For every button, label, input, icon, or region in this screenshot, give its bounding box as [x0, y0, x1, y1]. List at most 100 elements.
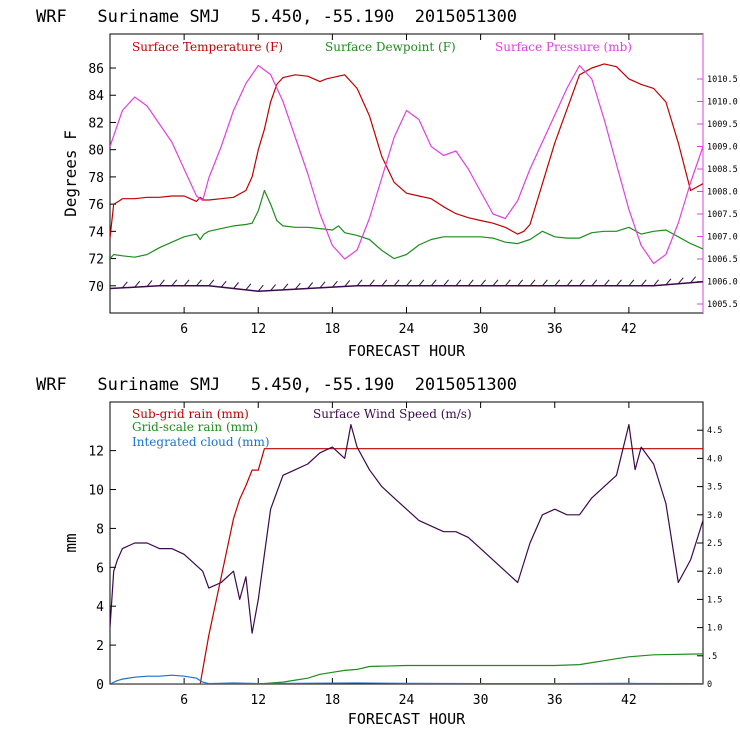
y2-tick-label: 1010.0 — [707, 98, 738, 108]
x-tick-label: 24 — [399, 322, 415, 337]
y2-tick-label: 1007.0 — [707, 233, 738, 243]
x-tick-label: 24 — [399, 693, 415, 708]
legend-entry: Surface Pressure (mb) — [495, 40, 632, 54]
legend-entry: Sub-grid rain (mm) — [132, 407, 249, 421]
wind-barb — [591, 279, 598, 287]
wind-barb — [467, 279, 474, 287]
y-tick-label: 76 — [88, 198, 104, 213]
x-tick-label: 12 — [250, 693, 266, 708]
y2-tick-label: 0 — [707, 680, 712, 690]
y2-tick-label: 3.0 — [707, 511, 722, 521]
y2-tick-label: .5 — [707, 652, 717, 662]
y-tick-label: 78 — [88, 171, 104, 186]
series-line-surface-wind-speed-m-s — [110, 424, 703, 634]
wind-barb — [344, 280, 351, 287]
wind-barb — [294, 282, 301, 290]
panel-title: WRF Suriname SMJ 5.450, -55.190 20150513… — [36, 375, 517, 395]
y-tick-label: 74 — [88, 225, 104, 240]
wind-barb — [134, 280, 141, 288]
x-tick-label: 36 — [547, 322, 563, 337]
wind-barb — [603, 279, 610, 287]
y2-tick-label: 2.0 — [707, 567, 722, 577]
y2-tick-label: 4.5 — [707, 426, 722, 436]
y2-tick-label: 4.0 — [707, 454, 722, 464]
y2-tick-label: 1007.5 — [707, 210, 738, 220]
y2-tick-label: 2.5 — [707, 539, 722, 549]
wind-barb — [690, 276, 697, 284]
wind-barb — [418, 279, 425, 287]
wind-barb — [492, 279, 499, 287]
wind-barb — [146, 280, 153, 287]
y-tick-label: 84 — [88, 89, 104, 104]
wind-barb — [616, 279, 622, 287]
y-tick-label: 6 — [96, 561, 104, 576]
wind-barb — [677, 277, 684, 285]
wind-barb — [579, 279, 585, 287]
y-tick-label: 10 — [88, 484, 104, 499]
legend-entry: Surface Dewpoint (F) — [325, 40, 456, 54]
wind-barb — [393, 279, 400, 287]
x-axis-label: FORECAST HOUR — [348, 710, 466, 728]
wind-barb — [307, 282, 314, 289]
wind-barb — [331, 280, 338, 288]
series-line-surface-pressure-mb — [110, 64, 703, 265]
y2-tick-label: 3.5 — [707, 483, 722, 493]
y-tick-label: 0 — [96, 678, 104, 693]
x-axis-label: FORECAST HOUR — [348, 342, 466, 360]
series-line-surface-dewpoint-f — [110, 189, 703, 260]
x-tick-label: 42 — [621, 322, 637, 337]
y-tick-label: 86 — [88, 62, 104, 77]
wind-barb — [529, 279, 536, 287]
wind-barb — [566, 279, 573, 287]
wind-barb — [480, 279, 487, 287]
legend-entry: Surface Temperature (F) — [132, 40, 283, 54]
y-tick-label: 2 — [96, 639, 104, 654]
wind-barb — [270, 284, 276, 291]
y2-tick-label: 1006.5 — [707, 255, 738, 265]
legend-entry: Grid-scale rain (mm) — [132, 420, 258, 434]
wind-barb — [369, 279, 375, 287]
wind-barb — [356, 279, 363, 287]
y2-tick-label: 1009.0 — [707, 143, 738, 153]
y2-tick-label: 1009.5 — [707, 120, 738, 130]
y2-tick-label: 1008.5 — [707, 165, 738, 175]
legend-entry: Surface Wind Speed (m/s) — [313, 407, 472, 421]
wind-barb — [208, 279, 215, 287]
wind-barb — [640, 279, 647, 287]
wind-barb — [121, 281, 128, 289]
y-tick-label: 70 — [88, 280, 104, 295]
wind-barb — [245, 283, 252, 291]
y-tick-label: 12 — [88, 445, 104, 460]
panel-2: WRF Suriname SMJ 5.450, -55.190 20150513… — [36, 375, 722, 728]
wind-barb — [628, 279, 635, 287]
y2-tick-label: 1010.5 — [707, 75, 738, 85]
wind-barb — [183, 279, 190, 287]
wind-barb — [381, 279, 388, 287]
y-axis-label: Degrees F — [61, 130, 80, 217]
wind-barb — [653, 279, 659, 287]
y-tick-label: 8 — [96, 522, 104, 537]
wind-barb — [430, 279, 437, 287]
x-tick-label: 42 — [621, 693, 637, 708]
wind-barb — [443, 279, 449, 287]
wind-barb — [455, 279, 462, 287]
wind-barb — [554, 279, 561, 287]
y2-tick-label: 1.5 — [707, 595, 722, 605]
y-tick-label: 82 — [88, 116, 104, 131]
series-line-sub-grid-rain-mm — [110, 448, 703, 684]
x-tick-label: 12 — [250, 322, 266, 337]
wind-barb — [406, 279, 412, 287]
x-tick-label: 36 — [547, 693, 563, 708]
wind-barb — [233, 282, 239, 289]
wind-barb — [542, 279, 548, 287]
y-tick-label: 72 — [88, 253, 104, 268]
y2-tick-label: 1008.0 — [707, 188, 738, 198]
wind-barb — [504, 279, 511, 287]
x-tick-label: 6 — [180, 693, 188, 708]
x-tick-label: 6 — [180, 322, 188, 337]
panel-1: WRF Suriname SMJ 5.450, -55.190 20150513… — [36, 7, 738, 360]
wind-barb — [517, 279, 524, 287]
